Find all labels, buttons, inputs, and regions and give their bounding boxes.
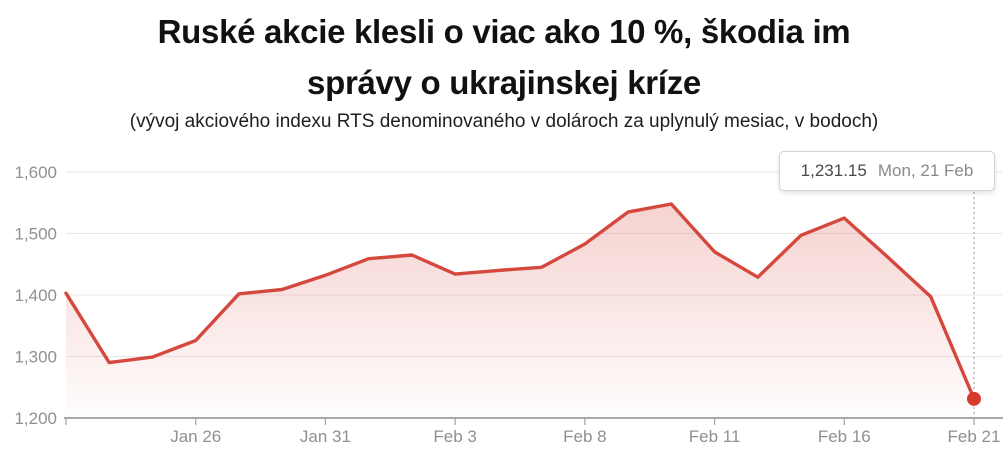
price-line [64, 202, 976, 401]
chart-tooltip: 1,231.15 Mon, 21 Feb [779, 151, 995, 191]
y-axis-label: 1,200 [14, 409, 57, 428]
y-axis-label: 1,500 [14, 225, 57, 244]
x-axis-label: Feb 21 [948, 427, 1001, 446]
chart-title-line-2: správy o ukrajinskej kríze [307, 64, 701, 101]
x-axis-label: Feb 11 [689, 427, 741, 446]
tooltip-value: 1,231.15 [800, 161, 867, 180]
x-axis-label: Jan 31 [300, 427, 351, 446]
x-axis-label: Feb 16 [818, 427, 871, 446]
x-axis-label: Feb 8 [563, 427, 606, 446]
y-axis-label: 1,300 [14, 348, 57, 367]
x-axis-label: Feb 3 [433, 427, 476, 446]
chart-subtitle: (vývoj akciového indexu RTS denominované… [129, 111, 879, 132]
chart-title: Ruské akcie klesli o viac ako 10 %, škod… [0, 6, 1008, 108]
y-axis-label: 1,400 [14, 286, 57, 305]
area-fill [66, 204, 974, 418]
tooltip-date: Mon, 21 Feb [877, 161, 974, 180]
x-axis-label: Jan 26 [170, 427, 221, 446]
last-point-marker [967, 391, 981, 406]
y-axis-label: 1,600 [14, 163, 57, 182]
chart-title-line-1: Ruské akcie klesli o viac ako 10 %, škod… [157, 13, 851, 50]
